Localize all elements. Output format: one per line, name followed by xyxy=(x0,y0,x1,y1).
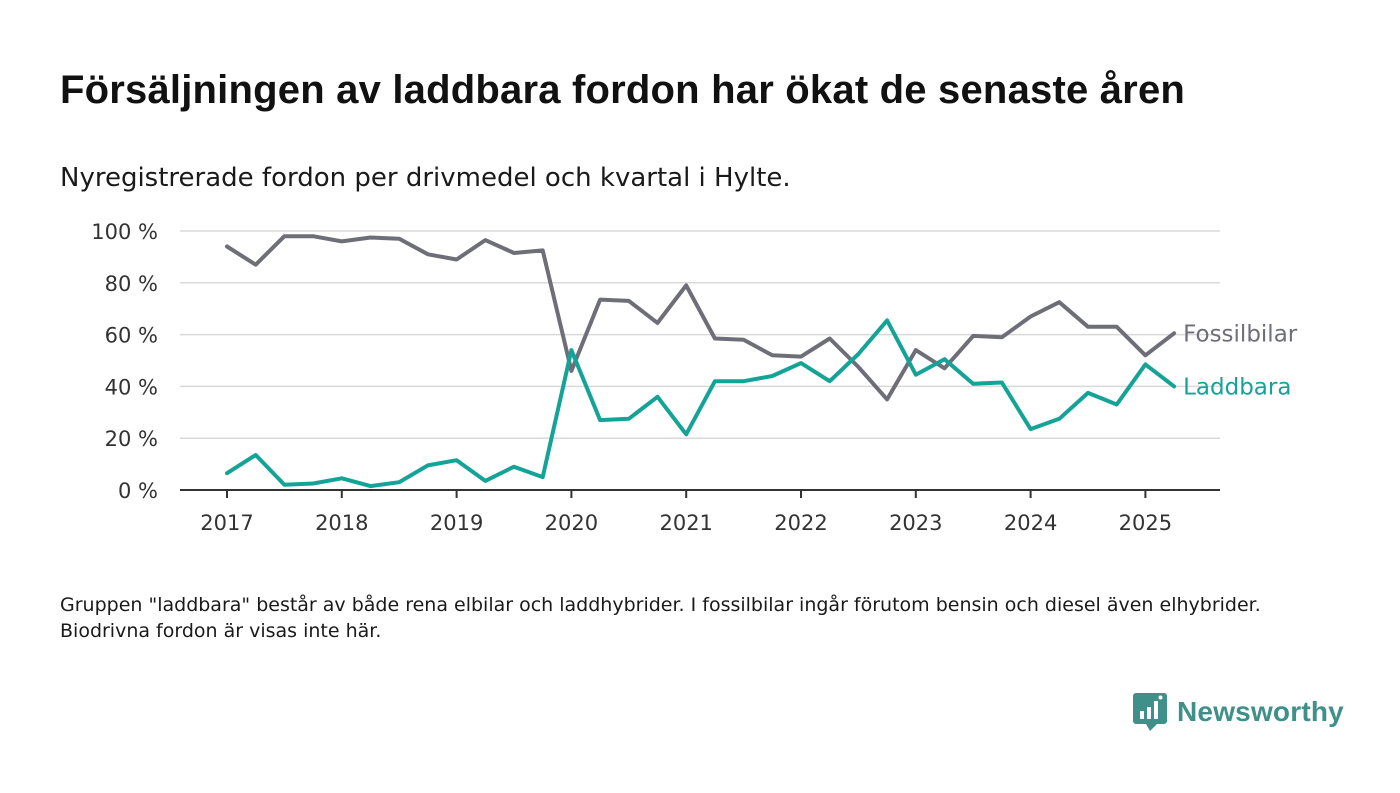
x-tick-label: 2023 xyxy=(889,511,942,535)
x-tick-label: 2019 xyxy=(430,511,483,535)
series-label-fossilbilar: Fossilbilar xyxy=(1183,321,1298,347)
series-lines xyxy=(225,234,1177,489)
series-label-laddbara: Laddbara xyxy=(1183,374,1291,400)
series-end-labels: Fossilbilar Laddbara xyxy=(1183,321,1298,400)
x-tick-label: 2020 xyxy=(545,511,598,535)
y-axis-tick-labels: 0 % 20 % 40 % 60 % 80 % 100 % xyxy=(91,220,158,503)
series-line-laddbara xyxy=(225,318,1177,489)
x-axis: 2017 2018 2019 2020 2021 2022 2023 2024 2025 xyxy=(180,489,1220,535)
footnote: Gruppen "laddbara" består av både rena e… xyxy=(60,594,1261,642)
gridlines xyxy=(180,230,1220,439)
chart-subtitle: Nyregistrerade fordon per drivmedel och … xyxy=(60,163,791,193)
x-tick-label: 2017 xyxy=(200,511,253,535)
y-tick-label: 80 % xyxy=(105,272,158,296)
x-tick-label: 2025 xyxy=(1119,511,1172,535)
y-tick-label: 0 % xyxy=(118,479,158,503)
y-tick-label: 40 % xyxy=(105,375,158,399)
y-tick-label: 60 % xyxy=(105,324,158,348)
chart-title: Försäljningen av laddbara fordon har öka… xyxy=(60,68,1186,112)
y-tick-label: 100 % xyxy=(91,220,158,244)
newsworthy-logo: Newsworthy xyxy=(1133,692,1344,732)
series-line-fossilbilar xyxy=(225,234,1177,402)
x-tick-label: 2018 xyxy=(315,511,368,535)
y-tick-label: 20 % xyxy=(105,427,158,451)
bar-chart-speech-bubble-icon xyxy=(1133,693,1167,731)
x-tick-label: 2022 xyxy=(774,511,827,535)
brand-name: Newsworthy xyxy=(1177,696,1344,727)
x-tick-label: 2021 xyxy=(659,511,712,535)
x-tick-label: 2024 xyxy=(1004,511,1057,535)
line-chart: 0 % 20 % 40 % 60 % 80 % 100 % 2017 2018 2019 202… xyxy=(91,220,1298,535)
